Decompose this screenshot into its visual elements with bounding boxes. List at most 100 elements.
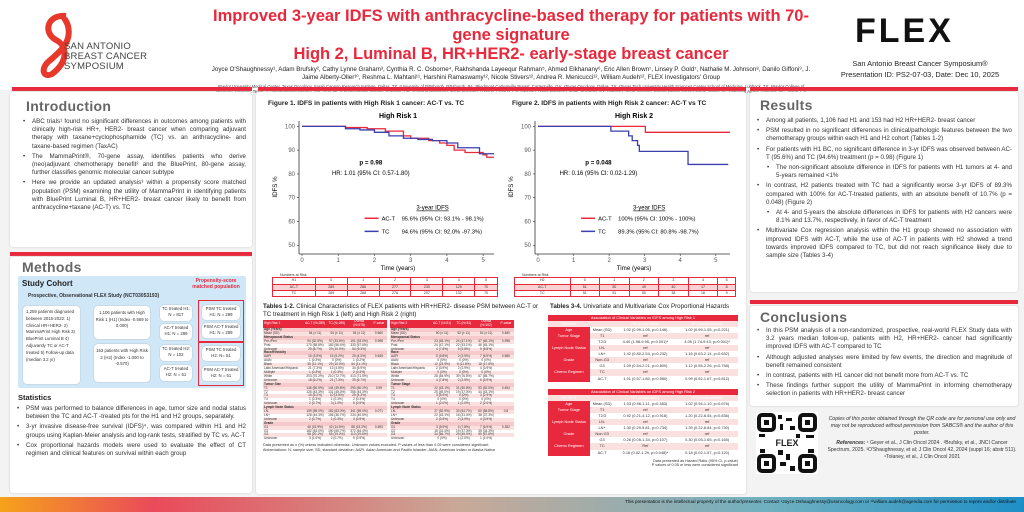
table-cell: Chemo Regimen: [548, 443, 590, 450]
results-bullet: PSM resulted in no significant differenc…: [756, 127, 1012, 143]
table-cell: Latin American/Hispanic: [391, 366, 426, 371]
qr-code[interactable]: FLEX: [756, 412, 818, 474]
table-row: T2/3 0.92 (0.21-4.12, p=0.916) 1.20 (0.22-…: [548, 413, 738, 420]
table-row: Menopausal Status: [263, 335, 387, 340]
table-cell: 341 (59.0%): [347, 409, 371, 414]
table-cell: 0 (0%): [437, 397, 447, 402]
poster-title: Improved 3-year IDFS with anthracycline-…: [210, 7, 812, 64]
table-cell: 144 (49.8%): [326, 385, 348, 391]
table-cell: Lymph Node Status: [548, 345, 590, 352]
table-row: Black 12 (23.5%) 6 (11.8%) 18 (17.6%): [390, 362, 514, 368]
table-row: Multiple 1 (0.3%) 1 (0.3%) 2 (0.3%): [263, 370, 387, 375]
stats-bullet: Cox proportional hazards models were use…: [16, 442, 246, 458]
table-row: LN+ 128 (44.3%) 106 (36.7%) 234 (40.5%): [263, 413, 387, 418]
table-cell: Non G3: [589, 431, 615, 438]
risk-cell: 50: [628, 289, 660, 298]
tables-1-2-label: Tables 1-2.: [263, 303, 295, 310]
risk-row: H1 0 1 2 3 4 5: [272, 277, 498, 285]
table-row: T2 25 (49.0%) 19 (37.3%) 44 (43.1%): [390, 389, 514, 395]
legend-series-value: 100% (95% CI: 100% - 100%): [618, 216, 695, 222]
table-cell: 1.09 (0.54-2.21, p=0.800): [623, 363, 668, 369]
table-row: G1 3 (5.9%) 4 (7.8%) 7 (6.9%) 0.352: [390, 425, 514, 430]
y-axis-label: IDFS %: [272, 176, 279, 198]
table-row: Tumor Stage T1 ref ref: [548, 406, 738, 413]
table-cell: [497, 370, 514, 375]
table-cell: 182 (63.0%): [306, 428, 324, 433]
table-cell: Age: [548, 400, 590, 407]
introduction-panel: Introduction ABC trials¹ found no signif…: [10, 92, 252, 247]
table-cell: HR (multivariable): [676, 320, 738, 327]
table-cell: 35 (12.1%): [303, 362, 327, 368]
table-cell: [497, 402, 514, 407]
tables-3-4-label: Tables 3-4.: [550, 303, 582, 310]
psm-h2-tc-box: PSM TC treated H2: N= 51: [202, 346, 240, 361]
table-cell: AIAN: [391, 358, 399, 363]
table-cell: ref: [676, 431, 738, 438]
table-cell: 3 (1.0%): [326, 401, 348, 407]
table-cell: 44 (43.1%): [478, 389, 494, 394]
table-cell: T1: [589, 406, 615, 413]
statistics-title: Statistics: [18, 393, 52, 402]
table-cell: [370, 417, 387, 422]
table-cell: 4 (3.9%): [474, 417, 498, 422]
table-cell: Unknown: [390, 401, 431, 407]
table-row: Unknown 4 (7.8%) 2 (3.9%) 6 (5.9%): [390, 378, 514, 383]
table-cell: 4 (7.8%): [430, 347, 454, 352]
chart-title: High Risk 1: [379, 113, 417, 120]
table-cell: 190 (65.7%): [328, 428, 346, 433]
km-curve-ac-t: [538, 125, 730, 133]
table-cell: Pre-/Peri: [263, 339, 304, 344]
table-row: Tumor Stage: [390, 382, 514, 387]
y-tick-label: 90: [288, 148, 295, 154]
table-cell: 54 (9.3%): [347, 347, 371, 352]
table-cell: 0 (0%): [459, 397, 469, 402]
table-cell: 3 (2.9%): [474, 394, 498, 399]
table-cell: 64 (11.1%): [347, 362, 371, 368]
table-cell: 0.480: [497, 331, 514, 336]
risk-cell: 129: [442, 283, 476, 291]
table-cell: Post: [391, 342, 398, 347]
table-row: Race: [390, 351, 514, 356]
table-cell: 25 (49.0%): [453, 433, 475, 438]
numbers-at-risk-h2: Numbers at Risk H2 0 1 2 3 4 5 AC-T 51 50 49 40 17 8 TC…: [514, 273, 736, 298]
table-cell: Unknown: [390, 378, 431, 383]
psm-h1-frame: [198, 300, 244, 342]
table-caption: Association of Clinical Variables on IDF…: [548, 388, 738, 395]
y-tick-label: 70: [288, 196, 295, 202]
table-cell: High Risk 2: [390, 320, 431, 328]
hazard-ratio: HR: 1.01 (95% CI: 0.57-1.80): [332, 171, 410, 177]
table-cell: TC: [589, 369, 615, 376]
table-cell: G2: [391, 428, 396, 433]
table-cell: H2 IDFS: [548, 394, 590, 401]
table-cell: [370, 363, 387, 368]
table-cell: 1 (2.0%): [430, 401, 454, 407]
table-2-high-risk-2: High Risk 2 AC-T (N=51) TC (N=51) Overall (…: [390, 319, 514, 441]
legend-series-name: TC: [382, 229, 390, 235]
table-cell: 1.30 (0.29-5.81, p=0.734): [623, 425, 668, 431]
table-cell: Overall (N=578): [347, 319, 371, 328]
legend-series-value: 94.6% (95% CI: 92.0% -97.3%): [402, 229, 483, 235]
y-tick-label: 50: [524, 243, 531, 249]
table-cell: 15 (5.2%): [303, 394, 327, 399]
risk-table: H2 0 1 2 3 4 5 AC-T 51 50 49 40 17 8 TC 51 51 50 38 16 9: [514, 277, 736, 298]
table-cell: Race: [390, 351, 514, 356]
table-3-cox-high-risk-1: Association of Clinical Variables on IDF…: [548, 314, 738, 382]
table-cell: 54 (± 11): [347, 331, 371, 336]
table-cell: G3: [599, 363, 605, 369]
table-cell: T4: [391, 397, 395, 402]
table-cell: T2/3: [598, 413, 607, 418]
risk-cell: 70: [474, 283, 498, 291]
chart-title: High Risk 2: [615, 113, 653, 120]
table-row: T4 1 (0.3%) 1 (0.3%) 2 (0.3%): [263, 397, 387, 402]
tables-1-2-column: Tables 1-2. Clinical Characteristics of …: [263, 303, 538, 452]
table-cell: Unknown: [391, 436, 405, 441]
table-cell: 34 (66.7%): [430, 433, 454, 438]
table-cell: T1: [263, 386, 304, 391]
presentation-id: Presentation ID: PS2-07-03, Date: Dec 10…: [840, 70, 1000, 79]
table-cell: 0.26 (0.05-1.34, p=0.107): [623, 437, 668, 443]
table-cell: Ref: [614, 443, 677, 450]
risk-row: AC-T 289 286 277 230 129 70: [272, 283, 498, 291]
table-cell: LN-: [263, 409, 304, 414]
table-cell: 1.20 (0.22-6.54, p=0.836): [685, 413, 730, 418]
table-row: Unknown 3 (1.0%) 2 (0.7%) 5 (0.9%): [263, 436, 387, 441]
